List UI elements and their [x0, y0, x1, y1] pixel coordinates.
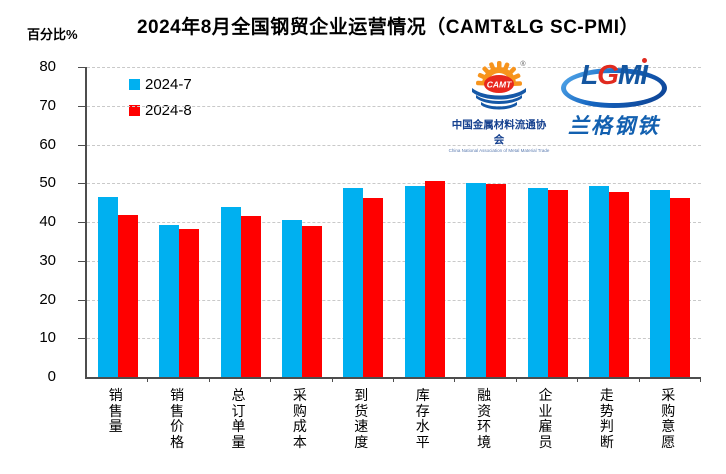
camt-name-cn: 中国金属材料流通协会 [451, 119, 547, 146]
x-axis-tick-4 [331, 377, 333, 382]
legend-label-2024-8: 2024-8 [145, 101, 192, 119]
y-axis-tick-60 [78, 144, 85, 146]
legend-label-2024-7: 2024-7 [145, 75, 192, 93]
y-axis-label-80: 80 [39, 58, 56, 75]
bar-2024-7-到货速度 [343, 187, 364, 377]
y-axis-label-50: 50 [39, 174, 56, 192]
x-axis-category-label: 销 售 价 格 [170, 387, 185, 450]
y-axis-tick-70 [78, 105, 85, 107]
x-axis-category-label: 融 资 环 境 [477, 387, 492, 450]
bar-2024-7-企业雇员 [527, 188, 548, 377]
y-axis-tick-30 [78, 260, 85, 262]
plot-area: 2024-7 2024-8 [78, 67, 701, 382]
bar-2024-7-融资环境 [466, 183, 487, 377]
x-axis-tick-7 [515, 377, 517, 382]
x-axis-category-label: 企 业 雇 员 [538, 387, 553, 450]
bar-2024-8-采购意愿 [670, 198, 691, 377]
x-axis-tick-3 [270, 377, 272, 382]
legend-swatch-2024-7 [129, 78, 140, 90]
x-axis-category-label: 总 订 单 量 [231, 387, 246, 450]
x-axis-category-label: 采 购 成 本 [292, 387, 307, 450]
camt-registered-mark: ® [520, 60, 526, 68]
y-axis-tick-40 [78, 222, 85, 223]
y-axis-tick-20 [78, 299, 85, 301]
y-axis-tick-80 [78, 67, 85, 68]
legend: 2024-7 2024-8 [129, 76, 192, 128]
gridline-10 [87, 338, 701, 340]
gridline-60 [87, 144, 701, 146]
gridline-80 [87, 67, 701, 68]
y-axis-label-20: 20 [39, 290, 56, 308]
bar-2024-8-走势判断 [608, 191, 629, 377]
y-axis-label-70: 70 [39, 96, 56, 114]
bar-2024-7-销售价格 [159, 225, 180, 377]
x-axis-category-label: 到 货 速 度 [354, 387, 369, 450]
x-axis-tick-6 [454, 377, 456, 382]
x-axis-tick-5 [393, 377, 394, 382]
y-axis-tick-50 [78, 183, 85, 185]
y-axis-label-30: 30 [39, 251, 56, 269]
bar-2024-8-企业雇员 [547, 190, 568, 377]
page-title: 2024年8月全国钢贸企业运营情况（CAMT&LG SC-PMI） [136, 17, 640, 38]
bar-2024-8-采购成本 [301, 226, 322, 377]
x-axis-tick-2 [208, 377, 210, 382]
lgmi-abbr-text: LGMI [561, 61, 667, 89]
lgmi-letter-M: M [617, 59, 641, 90]
lgmi-letter-L: L [581, 59, 598, 90]
camt-logo: CAMT ® 中国金属材料流通协会 China National Associa… [447, 58, 551, 153]
bar-2024-7-总订单量 [220, 206, 241, 377]
x-axis-category-label: 销 售 量 [108, 387, 123, 434]
bar-2024-8-到货速度 [363, 197, 384, 377]
bar-2024-7-销售量 [97, 197, 118, 377]
gridline-30 [87, 260, 701, 262]
bar-2024-8-销售价格 [179, 228, 200, 377]
bar-2024-8-销售量 [117, 215, 138, 377]
gridline-20 [87, 299, 701, 301]
bar-2024-7-库存水平 [404, 185, 425, 377]
legend-swatch-2024-8 [129, 104, 140, 116]
y-axis-unit-label: 百分比% [27, 27, 78, 42]
x-axis-tick-10 [700, 377, 701, 382]
lgmi-name-cn: 兰格钢铁 [568, 115, 660, 138]
x-axis-tick-9 [638, 377, 640, 382]
gridline-40 [87, 222, 701, 223]
camt-emblem-icon: CAMT ® [472, 60, 526, 110]
bar-2024-8-融资环境 [486, 184, 507, 377]
camt-abbr-text: CAMT [487, 80, 512, 90]
bar-2024-7-采购意愿 [650, 190, 671, 377]
x-axis-tick-8 [577, 377, 579, 382]
y-axis-tick-10 [78, 338, 85, 340]
x-axis-category-label: 采 购 意 愿 [661, 387, 676, 450]
gridline-50 [87, 183, 701, 185]
lgmi-letter-I: I [640, 59, 648, 90]
legend-item-2024-7: 2024-7 [129, 75, 192, 93]
bar-2024-7-采购成本 [281, 220, 302, 377]
gridline-70 [87, 105, 701, 107]
camt-name-en: China National Association of Metal Mate… [448, 148, 550, 153]
lgmi-oval-icon: LGMI [561, 61, 667, 108]
y-axis-label-60: 60 [39, 135, 56, 153]
legend-item-2024-8: 2024-8 [129, 101, 192, 119]
x-axis-category-label: 库 存 水 平 [415, 387, 430, 450]
y-axis-label-40: 40 [39, 213, 56, 230]
lgmi-logo: LGMI 兰格钢铁 [556, 61, 672, 140]
x-axis-tick-1 [147, 377, 149, 382]
y-axis-label-0: 0 [47, 368, 56, 385]
bar-2024-7-走势判断 [588, 185, 609, 377]
bar-2024-8-库存水平 [424, 180, 445, 377]
x-axis-category-label: 走 势 判 断 [599, 387, 614, 450]
lgmi-letter-G: G [597, 59, 619, 90]
bar-2024-8-总订单量 [240, 215, 261, 377]
y-axis-label-10: 10 [39, 329, 56, 347]
